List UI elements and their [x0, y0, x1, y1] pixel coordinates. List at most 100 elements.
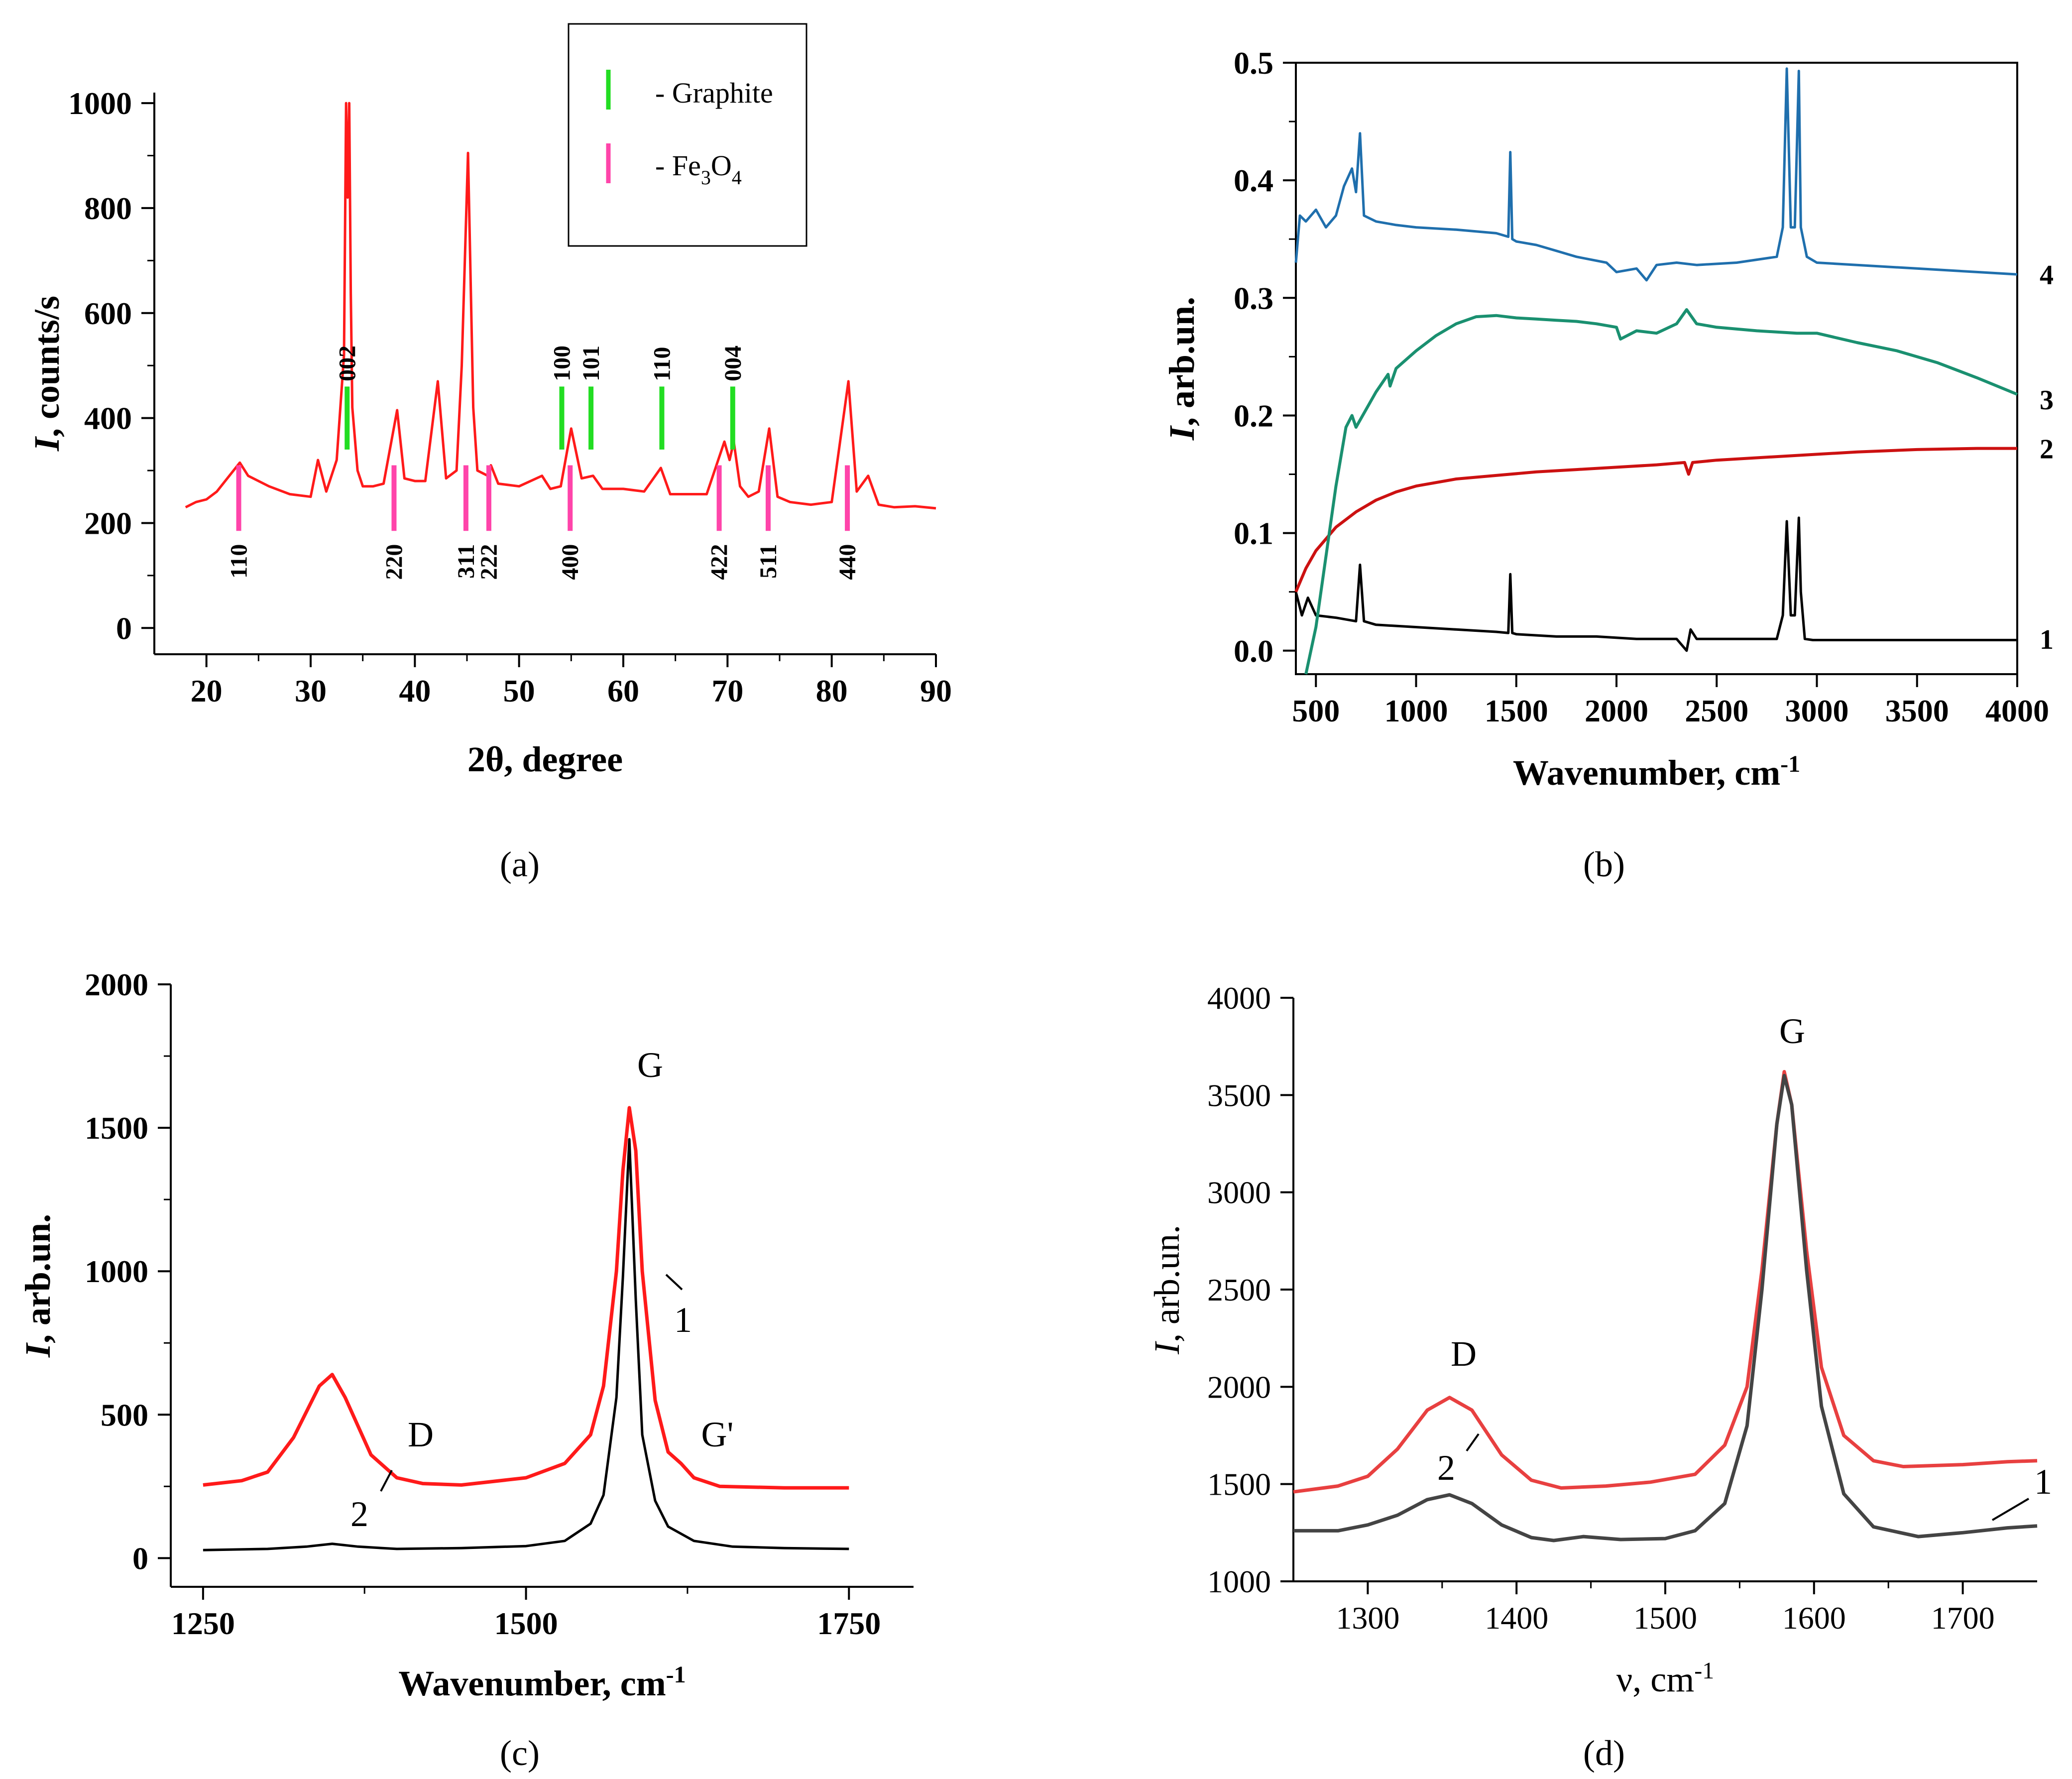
curve-2-line	[203, 1106, 849, 1490]
y-tick-label: 0	[116, 610, 132, 646]
x-tick-label: 1700	[1931, 1600, 1995, 1636]
x-tick-label: 1400	[1485, 1600, 1548, 1636]
fe3o4-peak-label: 220	[381, 544, 407, 580]
y-tick-label: 4000	[1207, 980, 1271, 1016]
x-tick-label: 90	[920, 673, 952, 709]
panel-a-label: (a)	[500, 844, 540, 884]
x-tick-label: 1000	[1384, 693, 1448, 728]
curve-1-line	[203, 1138, 849, 1551]
y-tick-label: 1000	[85, 1254, 148, 1289]
panel-d-label: (d)	[1583, 1733, 1625, 1773]
curve-4-label: 4	[2040, 260, 2054, 291]
legend-box	[568, 23, 807, 247]
y-tick-label: 0.2	[1234, 398, 1273, 433]
curve-3-label: 3	[2040, 385, 2054, 416]
panel-d-plot: 1300 1400 1500 1600 1700 1000 1500 2000 2500 3000…	[1147, 980, 2052, 1699]
arrow-1	[665, 1274, 683, 1291]
y-tick-label: 0.4	[1234, 163, 1273, 198]
y-tick-label: 3500	[1207, 1077, 1271, 1113]
panel-b-plot: 500 1000 1500 2000 2500 3000 3500 4000 0.0 0.1 0.2…	[1162, 45, 2054, 793]
curve-1-label: 1	[2034, 1462, 2052, 1502]
x-tick-label: 1300	[1336, 1600, 1399, 1636]
panel-b-label: (b)	[1583, 844, 1625, 884]
x-tick-label: 20	[191, 673, 223, 709]
panel-d: 1300 1400 1500 1600 1700 1000 1500 2000 2500 3000…	[1147, 980, 2052, 1773]
g-peak-label: G	[637, 1045, 663, 1085]
x-tick-label: 4000	[1985, 693, 2049, 728]
y-tick-label: 0	[132, 1541, 148, 1576]
curve-1-label: 1	[674, 1300, 692, 1340]
graphite-peak-label: 100	[549, 346, 575, 381]
y-tick-label: 1000	[1207, 1564, 1271, 1599]
y-tick-label: 1500	[1207, 1467, 1271, 1502]
x-tick-label: 500	[1292, 693, 1340, 728]
curve-1-label: 1	[2040, 624, 2054, 655]
y-tick-label: 0.1	[1234, 516, 1273, 551]
panel-c-label: (c)	[500, 1733, 540, 1773]
curve-2-line	[1293, 1070, 2038, 1494]
y-tick-label: 800	[84, 191, 132, 226]
y-tick-label: 1500	[85, 1110, 148, 1146]
x-axis-title: Wavenumber, cm-1	[1513, 751, 1800, 793]
fe3o4-peak-label: 400	[557, 544, 583, 580]
graphite-peak-label: 101	[578, 346, 604, 381]
curve-4-line	[1294, 67, 2018, 282]
g-prime-label: G'	[701, 1415, 734, 1454]
x-tick-label: 1500	[1633, 1600, 1697, 1636]
y-tick-label: 2500	[1207, 1272, 1271, 1307]
y-axis-title: I, arb.un.	[18, 1214, 58, 1358]
curve-3-line	[1304, 308, 2018, 675]
x-tick-label: 60	[607, 673, 639, 709]
x-tick-label: 1600	[1782, 1600, 1846, 1636]
y-tick-label: 200	[84, 505, 132, 541]
curve-2-label: 2	[2040, 434, 2054, 465]
graphite-peak-label: 002	[334, 346, 360, 381]
curve-1-line	[1294, 516, 2017, 652]
y-axis-title: I, counts/s	[27, 296, 67, 452]
arrow-1	[1991, 1498, 2030, 1521]
fe3o4-peak-label: 311	[453, 544, 479, 579]
x-tick-label: 1500	[494, 1606, 558, 1641]
fe3o4-peak-label: 440	[834, 544, 861, 580]
x-tick-label: 1500	[1485, 693, 1548, 728]
x-tick-label: 40	[399, 673, 431, 709]
x-tick-label: 3500	[1885, 693, 1949, 728]
y-axis-title: I, arb.un.	[1162, 297, 1202, 441]
x-axis-title: 2θ, degree	[467, 739, 623, 779]
graphite-peak-label: 110	[649, 347, 675, 381]
y-tick-label: 0.5	[1234, 45, 1273, 81]
y-tick-label: 0.0	[1234, 633, 1273, 669]
x-tick-label: 30	[295, 673, 327, 709]
fe3o4-peak-label: 110	[226, 544, 252, 579]
arrow-2	[1466, 1433, 1480, 1452]
curve-2-label: 2	[1437, 1448, 1455, 1488]
x-tick-label: 2500	[1685, 693, 1748, 728]
y-tick-label: 600	[84, 296, 132, 331]
legend-graphite-label: - Graphite	[655, 77, 773, 109]
y-tick-label: 3000	[1207, 1175, 1271, 1210]
x-tick-label: 1750	[817, 1606, 881, 1641]
x-axis-title: Wavenumber, cm-1	[398, 1661, 686, 1703]
panel-c-plot: 1250 1500 1750 0 500 1000 1500 2000 G D G' 1 2 Wavenu…	[18, 967, 914, 1703]
y-tick-label: 2000	[85, 967, 148, 1002]
x-tick-label: 50	[503, 673, 535, 709]
arrow-2	[380, 1470, 393, 1492]
fe3o4-peak-label: 422	[706, 544, 733, 580]
y-axis-title: I, arb.un.	[1147, 1225, 1187, 1355]
x-tick-label: 3000	[1785, 693, 1849, 728]
y-tick-label: 1000	[68, 86, 132, 121]
y-tick-label: 0.3	[1234, 280, 1273, 316]
x-tick-label: 80	[816, 673, 848, 709]
x-tick-label: 2000	[1585, 693, 1648, 728]
d-peak-label: D	[408, 1415, 434, 1454]
y-tick-label: 400	[84, 401, 132, 436]
x-tick-label: 1250	[171, 1606, 235, 1641]
curve-2-label: 2	[350, 1494, 368, 1534]
fe3o4-peak-label: 511	[755, 544, 782, 579]
d-peak-label: D	[1451, 1334, 1477, 1374]
curve-1-line	[1293, 1073, 2038, 1542]
